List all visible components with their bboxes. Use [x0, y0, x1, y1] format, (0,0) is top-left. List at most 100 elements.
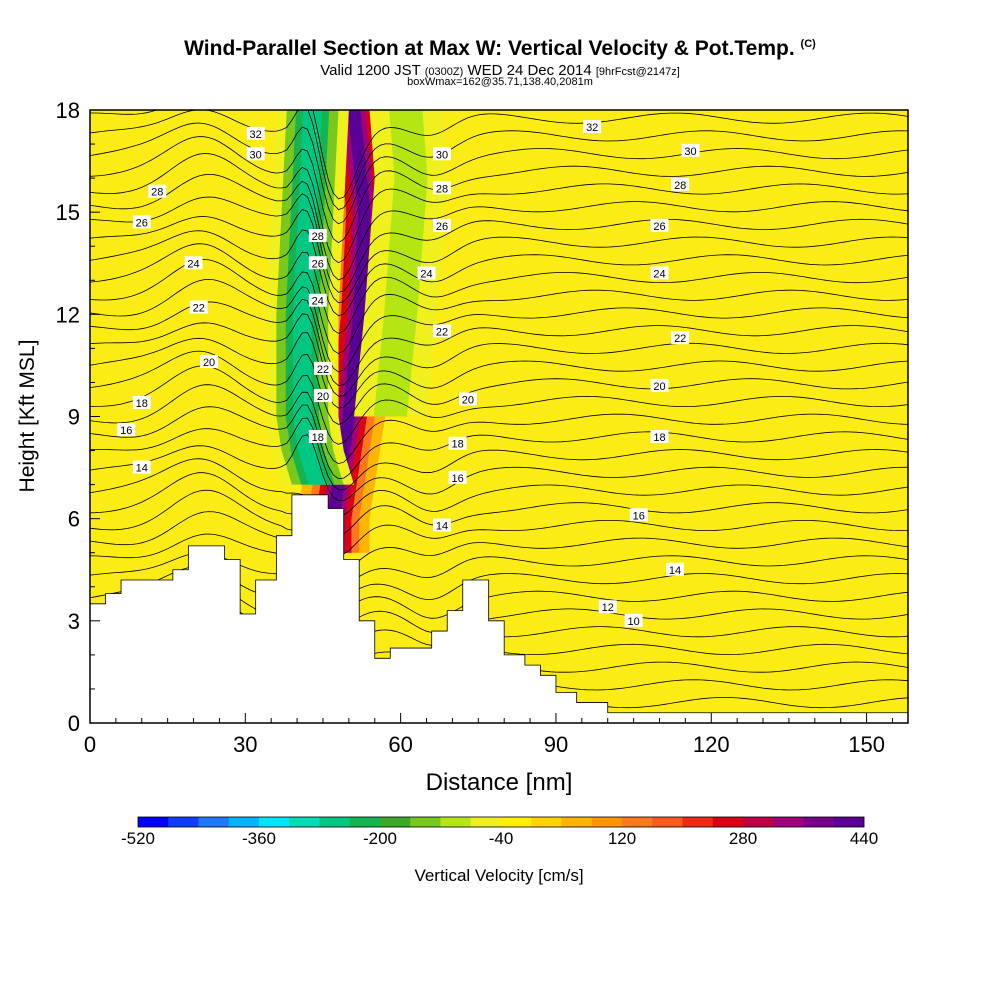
- svg-text:18: 18: [451, 439, 463, 451]
- svg-text:32: 32: [586, 122, 598, 134]
- theta-label: 28: [433, 181, 452, 195]
- copyright-mark: (C): [800, 38, 816, 50]
- svg-text:14: 14: [669, 565, 681, 577]
- theta-contours: [90, 110, 908, 723]
- svg-text:16: 16: [633, 510, 645, 522]
- y-axis-label: Height [Kft MSL]: [16, 340, 39, 493]
- svg-text:28: 28: [151, 187, 163, 199]
- theta-contour-line: [90, 110, 908, 211]
- svg-text:14: 14: [136, 463, 148, 475]
- svg-text:32: 32: [250, 129, 262, 141]
- theta-label: 22: [189, 300, 208, 315]
- chart-title: Wind-Parallel Section at Max W: Vertical…: [0, 37, 1000, 61]
- colorbar-swatch: [440, 817, 472, 827]
- theta-contour-line: [90, 417, 908, 491]
- theta-label: 24: [184, 256, 203, 270]
- theta-label: 18: [650, 429, 669, 444]
- svg-text:16: 16: [120, 425, 132, 437]
- svg-text:18: 18: [136, 398, 148, 410]
- theta-label: 28: [148, 184, 167, 199]
- colorbar-swatch: [622, 817, 653, 827]
- colorbar-swatch: [380, 817, 411, 827]
- svg-text:10: 10: [627, 616, 639, 628]
- y-tick-label: 3: [68, 609, 80, 634]
- y-tick-label: 9: [68, 405, 80, 430]
- theta-contour-line: [90, 332, 908, 409]
- svg-text:28: 28: [674, 180, 686, 192]
- theta-label: 28: [308, 229, 327, 243]
- theta-contour-line: [90, 193, 908, 293]
- colorbar-swatch: [803, 817, 835, 827]
- theta-label: 20: [458, 392, 477, 406]
- svg-text:20: 20: [317, 391, 329, 403]
- theta-contour-line: [90, 136, 908, 244]
- svg-text:22: 22: [317, 364, 329, 376]
- theta-contour-line: [90, 243, 908, 334]
- colorbar-label: Vertical Velocity [cm/s]: [414, 866, 583, 885]
- theta-contour-line: [90, 278, 908, 373]
- theta-contour-labels: 32 30 28 26 24 22 20 18 16 14 28 26 24 22 20 18 30 28 26 24…: [117, 120, 700, 628]
- colorbar-tick-label: 280: [729, 829, 757, 848]
- x-tick-label: 150: [848, 732, 885, 757]
- colorbar-swatch: [470, 817, 502, 827]
- svg-text:28: 28: [312, 231, 324, 243]
- theta-label: 28: [671, 177, 690, 192]
- colorbar-swatch: [743, 817, 774, 827]
- colorbar-swatch: [289, 817, 320, 827]
- svg-text:24: 24: [312, 296, 324, 308]
- theta-label: 20: [200, 355, 219, 369]
- theta-label: 26: [132, 215, 151, 229]
- theta-contour-line: [90, 153, 908, 264]
- colorbar-tick-label: -360: [242, 829, 276, 848]
- theta-label: 16: [448, 470, 467, 485]
- theta-label: 18: [448, 436, 467, 451]
- x-tick-label: 60: [388, 732, 412, 757]
- y-tick-label: 15: [56, 200, 80, 225]
- theta-label: 22: [433, 324, 452, 338]
- svg-text:30: 30: [684, 146, 696, 158]
- theta-label: 18: [132, 395, 151, 410]
- theta-contour-line: [90, 298, 908, 387]
- colorbar-tick-label: 120: [608, 829, 636, 848]
- theta-label: 24: [650, 266, 669, 280]
- theta-label: 30: [681, 143, 700, 158]
- theta-label: 24: [417, 266, 436, 280]
- svg-text:22: 22: [193, 303, 205, 315]
- theta-contour-line: [90, 511, 908, 573]
- terrain: [90, 494, 908, 723]
- theta-label: 30: [246, 147, 265, 161]
- svg-text:20: 20: [462, 394, 474, 406]
- theta-contour-line: [90, 533, 908, 585]
- chart-subtitle: Valid 1200 JST (0300Z) WED 24 Dec 2014 […: [0, 62, 1000, 79]
- x-tick-label: 90: [544, 732, 568, 757]
- colorbar-swatch: [410, 817, 441, 827]
- theta-contour-line: [90, 110, 908, 200]
- theta-label: 20: [313, 389, 332, 403]
- theta-label: 12: [598, 600, 617, 614]
- theta-contour-line: [90, 384, 908, 465]
- colorbar-tick-label: 440: [850, 829, 878, 848]
- theta-contour-line: [90, 434, 908, 502]
- y-tick-label: 12: [56, 302, 80, 327]
- valid-utc: (0300Z): [424, 66, 464, 78]
- colorbar-swatch: [319, 817, 351, 827]
- theta-label: 22: [313, 361, 332, 376]
- colorbar-swatch: [259, 817, 290, 827]
- theta-label: 16: [629, 508, 648, 522]
- forecast-info: [9hrFcst@2147z]: [595, 66, 680, 78]
- colorbar-swatch: [591, 817, 623, 827]
- colorbar-swatch: [198, 817, 230, 827]
- x-tick-label: 120: [693, 732, 730, 757]
- x-axis-label: Distance [nm]: [426, 769, 573, 796]
- theta-contour-line: [90, 313, 908, 397]
- theta-label: 32: [583, 120, 602, 134]
- theta-label: 26: [308, 256, 327, 270]
- theta-contour-line: [90, 350, 908, 425]
- theta-label: 14: [132, 460, 151, 475]
- colorbar-swatch: [833, 817, 865, 827]
- theta-label: 32: [246, 126, 265, 141]
- colorbar-swatch: [168, 817, 199, 827]
- svg-text:26: 26: [312, 258, 324, 270]
- x-tick-label: 0: [84, 732, 96, 757]
- chart-title-text: Wind-Parallel Section at Max W: Vertical…: [184, 37, 795, 60]
